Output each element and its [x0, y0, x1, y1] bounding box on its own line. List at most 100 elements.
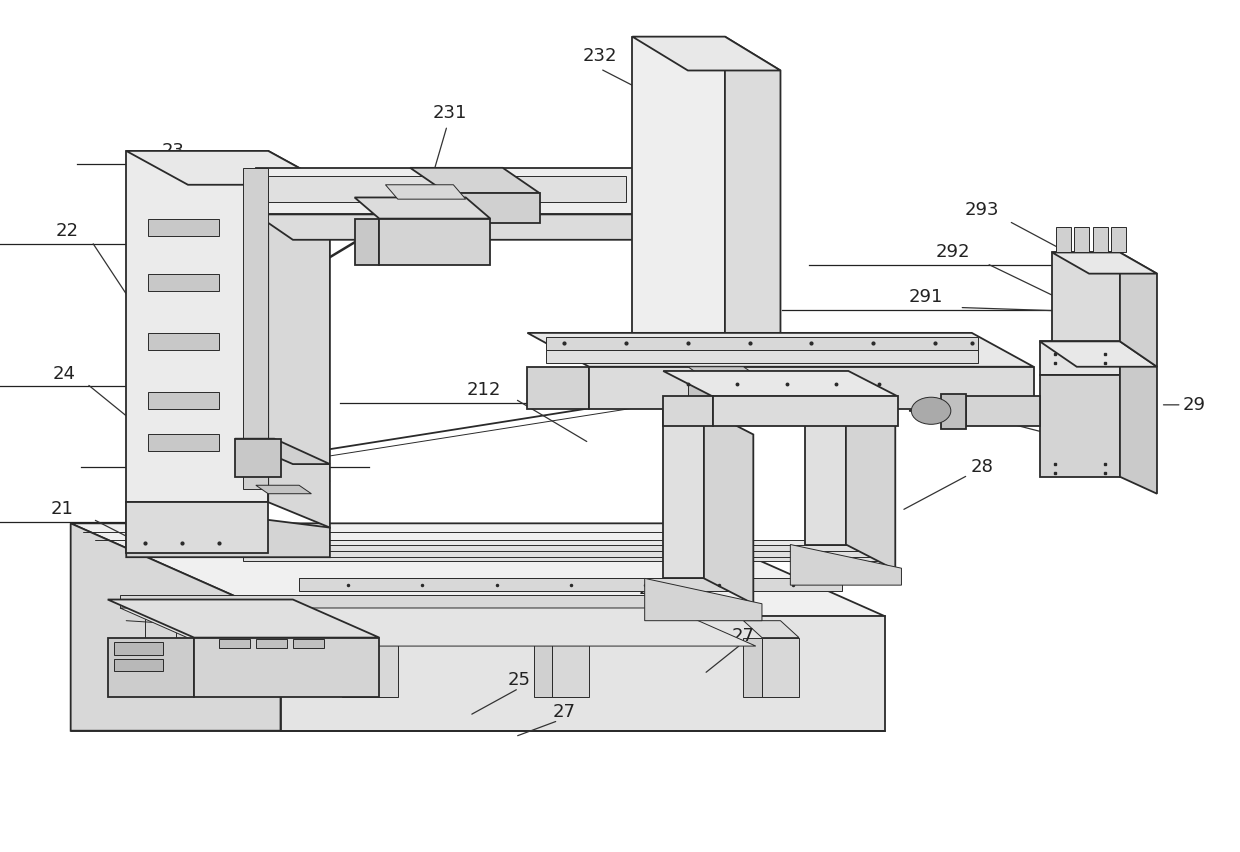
- Polygon shape: [255, 639, 286, 648]
- Polygon shape: [274, 540, 885, 553]
- Text: 24: 24: [53, 365, 76, 383]
- Polygon shape: [149, 219, 218, 235]
- Polygon shape: [255, 215, 676, 239]
- Text: 26: 26: [655, 318, 677, 336]
- Text: 23: 23: [161, 142, 185, 160]
- Polygon shape: [663, 396, 713, 426]
- Polygon shape: [114, 642, 164, 654]
- Polygon shape: [355, 219, 379, 265]
- Polygon shape: [846, 371, 895, 570]
- Polygon shape: [71, 523, 885, 617]
- Polygon shape: [632, 354, 725, 383]
- Text: 291: 291: [909, 288, 944, 307]
- Polygon shape: [688, 366, 768, 383]
- Polygon shape: [589, 366, 1033, 409]
- Polygon shape: [1039, 342, 1157, 366]
- Polygon shape: [114, 659, 164, 671]
- Polygon shape: [280, 617, 885, 731]
- Polygon shape: [293, 639, 324, 648]
- Polygon shape: [1052, 252, 1157, 273]
- Polygon shape: [527, 366, 589, 409]
- Polygon shape: [149, 435, 218, 452]
- Polygon shape: [713, 396, 898, 426]
- Text: 28: 28: [970, 458, 993, 475]
- Polygon shape: [149, 392, 218, 409]
- Polygon shape: [361, 637, 398, 697]
- Polygon shape: [255, 486, 311, 493]
- Polygon shape: [448, 193, 539, 223]
- Polygon shape: [243, 544, 879, 561]
- Polygon shape: [688, 383, 713, 405]
- Text: 211: 211: [208, 445, 242, 463]
- Polygon shape: [552, 637, 589, 697]
- Polygon shape: [632, 37, 780, 71]
- Text: 292: 292: [936, 244, 971, 262]
- Polygon shape: [546, 350, 978, 362]
- Text: 25: 25: [639, 579, 661, 597]
- Text: 231: 231: [433, 104, 466, 122]
- Polygon shape: [1039, 375, 1120, 477]
- Polygon shape: [126, 151, 330, 185]
- Polygon shape: [1120, 252, 1157, 366]
- Circle shape: [911, 397, 951, 424]
- Text: 27: 27: [732, 627, 755, 645]
- Polygon shape: [761, 637, 799, 697]
- Polygon shape: [355, 198, 490, 219]
- Polygon shape: [533, 637, 552, 697]
- Polygon shape: [1074, 227, 1089, 252]
- Polygon shape: [632, 354, 780, 383]
- Polygon shape: [410, 168, 539, 193]
- Polygon shape: [713, 383, 768, 405]
- Polygon shape: [1055, 227, 1070, 252]
- Polygon shape: [126, 502, 268, 553]
- Polygon shape: [533, 621, 589, 637]
- Polygon shape: [218, 639, 249, 648]
- Polygon shape: [120, 596, 670, 608]
- Polygon shape: [1052, 252, 1120, 342]
- Polygon shape: [805, 371, 846, 544]
- Polygon shape: [255, 168, 639, 215]
- Polygon shape: [126, 151, 268, 502]
- Polygon shape: [639, 168, 676, 239]
- Polygon shape: [195, 637, 379, 697]
- Polygon shape: [149, 273, 218, 291]
- Polygon shape: [379, 219, 490, 265]
- Polygon shape: [725, 37, 780, 383]
- Text: 232: 232: [583, 47, 618, 65]
- Polygon shape: [243, 168, 268, 490]
- Polygon shape: [645, 579, 761, 621]
- Text: 25: 25: [507, 671, 531, 689]
- Polygon shape: [386, 185, 466, 199]
- Text: 294: 294: [998, 407, 1032, 425]
- Polygon shape: [1039, 342, 1120, 375]
- Polygon shape: [342, 637, 361, 697]
- Polygon shape: [342, 621, 398, 637]
- Polygon shape: [1120, 342, 1157, 493]
- Polygon shape: [704, 409, 754, 604]
- Polygon shape: [71, 523, 280, 731]
- Polygon shape: [1111, 227, 1126, 252]
- Polygon shape: [744, 621, 799, 637]
- Polygon shape: [790, 544, 901, 585]
- Polygon shape: [546, 337, 978, 350]
- Text: 293: 293: [965, 201, 999, 219]
- Polygon shape: [744, 637, 761, 697]
- Polygon shape: [966, 396, 1039, 426]
- Polygon shape: [941, 394, 966, 429]
- Text: 22: 22: [56, 222, 78, 240]
- Polygon shape: [120, 608, 756, 646]
- Polygon shape: [268, 151, 330, 527]
- Polygon shape: [1092, 227, 1107, 252]
- Polygon shape: [234, 439, 330, 464]
- Polygon shape: [632, 383, 842, 409]
- Polygon shape: [663, 409, 704, 579]
- Polygon shape: [299, 579, 842, 591]
- Polygon shape: [632, 37, 725, 354]
- Polygon shape: [527, 333, 1033, 366]
- Polygon shape: [108, 637, 195, 697]
- Text: 29: 29: [1183, 396, 1205, 414]
- Polygon shape: [234, 439, 280, 477]
- Text: 212: 212: [467, 382, 501, 400]
- Polygon shape: [126, 502, 330, 557]
- Polygon shape: [149, 333, 218, 350]
